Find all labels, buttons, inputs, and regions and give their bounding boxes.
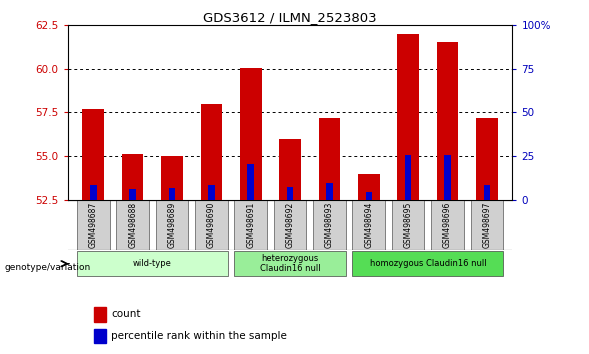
Bar bbox=[90, 185, 97, 200]
Bar bbox=[471, 200, 503, 250]
Bar bbox=[287, 187, 293, 200]
Bar bbox=[484, 185, 490, 200]
Title: GDS3612 / ILMN_2523803: GDS3612 / ILMN_2523803 bbox=[203, 11, 377, 24]
Bar bbox=[279, 139, 301, 200]
Bar bbox=[208, 185, 214, 200]
Bar bbox=[234, 251, 346, 276]
Bar bbox=[94, 307, 107, 321]
Text: GSM498689: GSM498689 bbox=[167, 202, 177, 248]
Text: homozygous Claudin16 null: homozygous Claudin16 null bbox=[369, 259, 486, 268]
Text: GSM498696: GSM498696 bbox=[443, 201, 452, 248]
Text: GSM498694: GSM498694 bbox=[364, 201, 373, 248]
Bar bbox=[130, 189, 136, 200]
Bar bbox=[155, 200, 188, 250]
Text: genotype/variation: genotype/variation bbox=[5, 263, 91, 272]
Text: GSM498691: GSM498691 bbox=[246, 202, 255, 248]
Bar bbox=[117, 200, 149, 250]
Bar bbox=[326, 183, 333, 200]
Bar bbox=[392, 200, 425, 250]
Bar bbox=[431, 200, 464, 250]
Text: GSM498690: GSM498690 bbox=[207, 201, 216, 248]
Text: wild-type: wild-type bbox=[133, 259, 172, 268]
Bar bbox=[352, 251, 503, 276]
Bar bbox=[366, 192, 372, 200]
Bar bbox=[313, 200, 346, 250]
Bar bbox=[398, 34, 419, 200]
Bar bbox=[358, 174, 380, 200]
Text: percentile rank within the sample: percentile rank within the sample bbox=[111, 331, 287, 341]
Text: heterozygous
Claudin16 null: heterozygous Claudin16 null bbox=[260, 254, 320, 273]
Bar bbox=[274, 200, 306, 250]
Text: GSM498687: GSM498687 bbox=[89, 202, 98, 248]
Bar bbox=[161, 156, 183, 200]
Bar bbox=[82, 109, 104, 200]
Bar bbox=[94, 329, 107, 343]
Bar bbox=[436, 42, 458, 200]
Text: GSM498697: GSM498697 bbox=[482, 201, 491, 248]
Text: GSM498688: GSM498688 bbox=[128, 202, 137, 248]
Text: GSM498692: GSM498692 bbox=[286, 202, 294, 248]
Bar bbox=[352, 200, 385, 250]
Bar bbox=[444, 155, 451, 200]
Bar bbox=[169, 188, 176, 200]
Bar bbox=[195, 200, 228, 250]
Bar bbox=[234, 200, 267, 250]
Text: count: count bbox=[111, 309, 141, 319]
Bar bbox=[240, 68, 262, 200]
Text: GSM498695: GSM498695 bbox=[403, 201, 413, 248]
Bar bbox=[200, 104, 222, 200]
Text: GSM498693: GSM498693 bbox=[325, 201, 334, 248]
Bar bbox=[122, 154, 144, 200]
Bar bbox=[247, 164, 254, 200]
Bar bbox=[77, 200, 110, 250]
Bar bbox=[77, 251, 228, 276]
Bar bbox=[405, 155, 411, 200]
Bar bbox=[319, 118, 340, 200]
Bar bbox=[476, 118, 498, 200]
